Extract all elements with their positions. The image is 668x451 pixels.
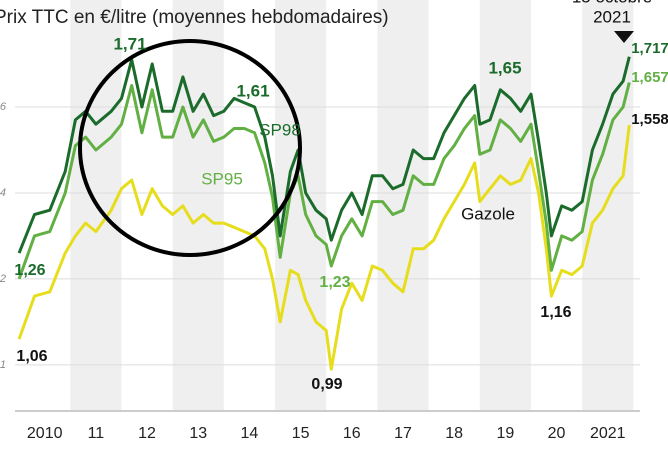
annotation: 1,717 (631, 40, 668, 57)
x-tick-label: 13 (189, 425, 207, 442)
y-tick-label: 1,6 (0, 101, 7, 113)
year-band (479, 0, 531, 410)
series-line (17, 56, 631, 254)
annotations: 1,71 1,61 1,65 1,26 1,23 1,06 0,99 1,16 SP98 SP95… (14, 0, 668, 393)
x-tick-label: 15 (292, 425, 310, 442)
annotation: 1,65 (488, 58, 521, 77)
x-tick-label: 11 (88, 425, 105, 442)
annotation: 1,06 (16, 348, 47, 365)
annotation: 1,71 (113, 34, 146, 53)
year-band (172, 0, 224, 410)
annotation: SP95 (201, 169, 243, 188)
annotation: 0,99 (311, 376, 342, 393)
annotation: Gazole (461, 204, 515, 223)
x-tick-label: 2021 (590, 425, 626, 442)
x-tick-label: 12 (138, 425, 156, 442)
x-tick-label: 14 (241, 425, 259, 442)
lines (17, 56, 631, 371)
x-tick-label: 2010 (27, 425, 63, 442)
annotation: 2021 (593, 7, 631, 26)
bands (70, 0, 634, 410)
highlight-circle (78, 39, 302, 257)
date-marker (614, 31, 634, 43)
annotation: 1,61 (236, 81, 269, 100)
x-tick-label: 17 (394, 425, 412, 442)
annotation: 1,16 (540, 304, 571, 321)
annotation: 1,26 (14, 262, 45, 279)
y-tick-label: 1 (0, 359, 6, 371)
chart-title: Prix TTC en €/litre (moyennes hebdomadai… (0, 7, 389, 28)
annotation: SP98 (259, 120, 301, 139)
series-line (17, 82, 631, 280)
series-line (17, 124, 631, 371)
year-band (582, 0, 634, 410)
x-tick-label: 18 (445, 425, 463, 442)
y-tick-label: 1,4 (0, 187, 6, 199)
annotation: 15 octobre (572, 0, 652, 6)
x-tick-label: 16 (343, 425, 361, 442)
y-tick-label: 1,2 (0, 273, 6, 285)
x-tick-label: 19 (496, 425, 514, 442)
annotation: 1,657 (631, 69, 668, 86)
annotation: 1,23 (319, 274, 350, 291)
x-tick-label: 20 (548, 425, 566, 442)
annotation: 1,558 (631, 111, 668, 128)
